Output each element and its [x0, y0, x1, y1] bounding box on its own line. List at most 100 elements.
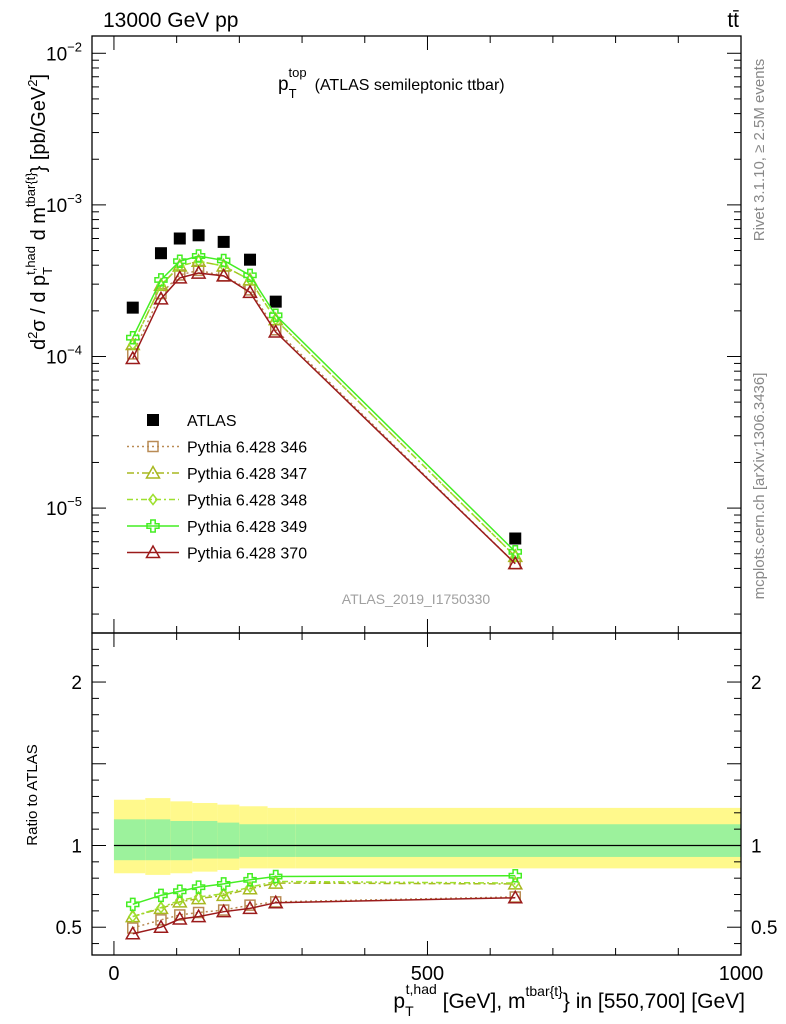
- ratio-data-point: [126, 897, 140, 912]
- x-tick-label: 1000: [719, 963, 764, 985]
- main-data-point: [173, 232, 186, 245]
- ratio-y-tick-label-right: 1: [751, 836, 762, 857]
- main-y-axis-label: d2σ / d pTt,had d mtbar{t}} [pb/GeV2]: [23, 74, 55, 350]
- ratio-panel-series: [124, 868, 524, 940]
- legend-swatch-marker: [146, 519, 160, 533]
- main-series-5: [124, 265, 524, 570]
- main-series-4: [126, 249, 523, 559]
- main-data-point: [126, 330, 140, 345]
- legend-swatch-marker: [147, 414, 159, 426]
- y-tick-label: 10−2: [46, 39, 82, 65]
- ratio-data-point: [218, 887, 229, 900]
- legend-label: Pythia 6.428 348: [187, 493, 307, 510]
- x-tick-label: 500: [411, 963, 444, 985]
- title-sub: T: [289, 86, 297, 101]
- ratio-data-point: [191, 880, 206, 894]
- main-panel-series: [124, 229, 524, 570]
- main-data-point: [153, 290, 169, 305]
- band-inner-segment: [217, 822, 240, 859]
- band-inner-segment: [239, 824, 268, 857]
- ratio-series-0: [127, 891, 522, 934]
- band-inner-segment: [295, 824, 741, 857]
- ratio-uncertainty-band: [113, 798, 741, 875]
- ratio-data-point: [242, 900, 258, 915]
- ratio-data-point: [243, 873, 257, 887]
- ratio-data-point: [172, 911, 188, 925]
- band-inner-segment: [267, 824, 296, 857]
- ratio-data-point: [156, 901, 166, 914]
- legend-entry: Pythia 6.428 348: [127, 493, 307, 510]
- legend-label: ATLAS: [187, 413, 237, 430]
- mcplots-label: mcplots.cern.ch [arXiv:1306.3436]: [751, 373, 768, 600]
- main-data-point: [191, 249, 206, 263]
- band-inner-segment: [113, 819, 146, 861]
- legend-entry: Pythia 6.428 370: [127, 544, 307, 563]
- process-label: tt̄: [727, 9, 739, 32]
- ratio-data-point: [155, 914, 167, 926]
- ratio-data-point: [268, 869, 283, 884]
- ratio-data-point: [174, 909, 186, 921]
- band-inner-segment: [145, 819, 171, 861]
- ratio-series-line: [132, 897, 516, 935]
- main-data-point: [172, 269, 188, 284]
- legend-swatch-marker: [147, 440, 159, 453]
- rivet-label: Rivet 3.1.10, ≥ 2.5M events: [751, 59, 768, 242]
- main-data-point: [192, 229, 205, 242]
- x-tick-label: 0: [108, 963, 119, 985]
- legend-label: Pythia 6.428 370: [187, 546, 307, 563]
- main-data-point: [216, 253, 231, 268]
- main-data-point: [244, 253, 257, 266]
- legend-entry: Pythia 6.428 347: [127, 464, 307, 483]
- main-series-line: [132, 255, 516, 553]
- ratio-data-point: [173, 884, 187, 899]
- ratio-series-line: [132, 882, 516, 918]
- ratio-y-tick-label: 2: [71, 673, 82, 694]
- ratio-y-tick-label: 1: [71, 836, 82, 857]
- main-data-point: [243, 268, 257, 283]
- legend-entry: ATLAS: [147, 413, 237, 430]
- ratio-data-point: [216, 877, 231, 891]
- ratio-data-point: [174, 894, 185, 907]
- ratio-data-point: [215, 903, 232, 918]
- legend-label: Pythia 6.428 346: [187, 440, 307, 457]
- energy-label: 13000 GeV pp: [103, 9, 238, 32]
- main-frame: [91, 35, 742, 634]
- ratio-frame: [91, 632, 742, 956]
- legend-swatch-marker: [145, 544, 161, 559]
- y-tick-label: 10−4: [46, 342, 82, 368]
- svg-text:d2σ / d pTt,had d mtbar{t}} [p: d2σ / d pTt,had d mtbar{t}} [pb/GeV2]: [23, 74, 55, 350]
- main-series-line: [132, 260, 516, 557]
- main-data-point: [509, 532, 522, 545]
- ratio-data-point: [508, 868, 523, 883]
- band-inner-segment: [192, 820, 218, 859]
- ratio-data-point: [193, 890, 204, 904]
- main-series-3: [127, 255, 521, 563]
- main-data-point: [508, 545, 523, 559]
- ratio-series-line: [132, 874, 516, 906]
- legend-swatch-marker: [145, 464, 161, 479]
- ratio-panel-axes: 0 500 1000 0.5 0.5 1 1 2 2: [56, 632, 777, 985]
- x-axis-label: pTt,had [GeV], mtbar{t}} in [550,700] [G…: [393, 981, 745, 1019]
- main-series-line: [132, 272, 516, 565]
- ratio-data-point: [127, 910, 138, 923]
- main-data-point: [268, 308, 283, 323]
- legend-label: Pythia 6.428 347: [187, 466, 307, 483]
- ratio-data-point: [267, 894, 284, 909]
- y-tick-label: 10−3: [46, 191, 82, 217]
- main-data-point: [507, 555, 524, 570]
- plot-title: pTtop (ATLAS semileptonic ttbar): [278, 65, 505, 101]
- main-data-point: [154, 273, 168, 287]
- main-data-point: [154, 247, 167, 260]
- main-data-point: [267, 323, 284, 338]
- ratio-data-point: [192, 906, 205, 919]
- ratio-y-tick-label: 0.5: [56, 918, 82, 939]
- ratio-data-point: [507, 889, 524, 904]
- title-rest: (ATLAS semileptonic ttbar): [315, 77, 505, 94]
- main-data-point: [190, 265, 207, 279]
- title-main: p: [278, 74, 289, 95]
- ratio-y-tick-label-right: 2: [751, 673, 762, 694]
- ratio-y-tick-label-right: 0.5: [751, 918, 777, 939]
- legend-entry: Pythia 6.428 346: [127, 440, 307, 457]
- main-data-point: [269, 295, 282, 308]
